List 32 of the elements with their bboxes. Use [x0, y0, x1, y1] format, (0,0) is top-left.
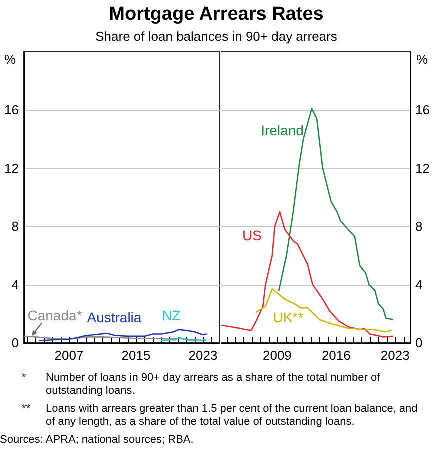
line-series [256, 288, 392, 333]
series-label: UK** [273, 310, 304, 326]
y-tick-label: 0 [12, 336, 19, 350]
y-tick-label: 16 [4, 102, 19, 118]
line-series [39, 329, 208, 342]
series-label: Canada* [28, 307, 83, 324]
y-tick-label: 4 [416, 277, 423, 292]
x-tick-label: 2023 [188, 348, 218, 363]
x-tick-label: 2015 [122, 348, 151, 363]
y-axis-title: % [4, 52, 16, 67]
y-tick-label: 4 [12, 277, 19, 292]
x-tick-label: 2023 [380, 348, 410, 363]
y-tick-label: 8 [416, 219, 423, 234]
y-axis-title: % [416, 52, 429, 67]
chart-subtitle: Share of loan balances in 90+ day arrears [94, 29, 338, 44]
source-note: Sources: APRA; national sources; RBA. [0, 434, 195, 447]
x-tick-label: 2007 [54, 348, 84, 363]
y-tick-label: 0 [416, 336, 423, 350]
line-series [221, 211, 394, 338]
x-tick-label: 2009 [262, 348, 292, 363]
text: * Number of loans in 90+ day arrears as a share of the total number of outstanding loans. [22, 372, 380, 397]
y-tick-label: 12 [4, 160, 19, 176]
series-label: Australia [87, 310, 142, 326]
text: ** Loans with arrears greater than 1.5 per cent of the current loan balance, and of any length, as a share of the total value of outstanding loans. [22, 403, 418, 428]
series-label: Ireland [261, 122, 304, 139]
x-tick-label: 2016 [322, 348, 351, 363]
series-label: NZ [162, 307, 182, 324]
series-label: US [242, 227, 262, 244]
chart-title: Mortgage Arrears Rates [108, 4, 325, 26]
y-tick-label: 8 [12, 219, 19, 234]
y-tick-label: 12 [416, 160, 430, 176]
y-tick-label: 16 [416, 102, 430, 118]
